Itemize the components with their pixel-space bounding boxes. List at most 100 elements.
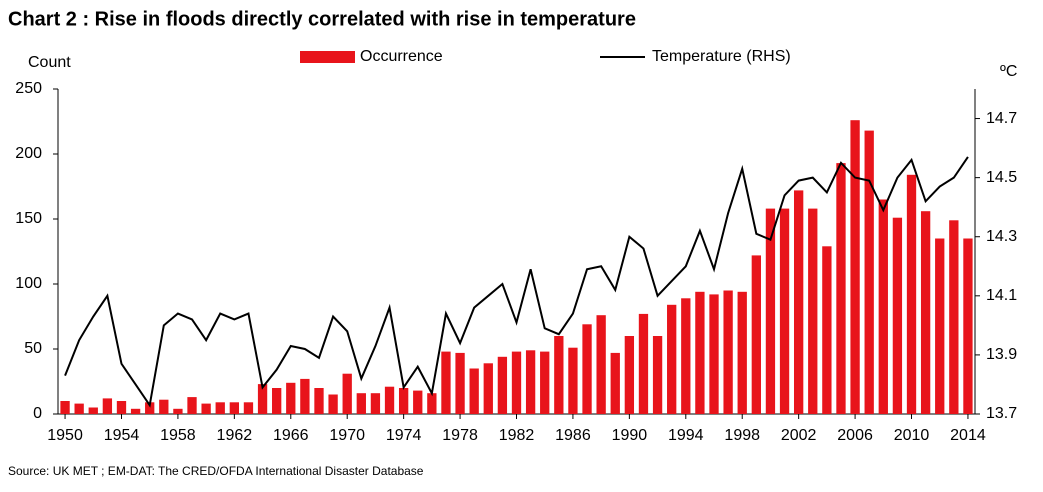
x-tick-label: 2002 bbox=[781, 427, 817, 444]
bar bbox=[540, 351, 550, 414]
bar bbox=[413, 390, 423, 414]
bar bbox=[878, 199, 888, 414]
bar bbox=[384, 386, 395, 414]
bar bbox=[342, 373, 352, 414]
y2-tick-label: 14.1 bbox=[986, 287, 1017, 304]
y-tick-label: 100 bbox=[15, 275, 42, 292]
y2-tick-label: 13.9 bbox=[986, 346, 1017, 363]
bar bbox=[582, 324, 592, 414]
bar bbox=[314, 388, 324, 414]
bar bbox=[681, 298, 691, 414]
y2-tick-label: 14.7 bbox=[986, 110, 1017, 127]
bar bbox=[370, 393, 381, 414]
bar bbox=[300, 378, 310, 414]
bar bbox=[525, 350, 536, 414]
bar bbox=[638, 313, 649, 414]
bar bbox=[822, 246, 832, 414]
bar bbox=[102, 398, 113, 414]
bar bbox=[652, 336, 663, 414]
x-tick-label: 1982 bbox=[499, 427, 535, 444]
bar bbox=[949, 220, 959, 414]
bar bbox=[356, 393, 366, 414]
x-tick-label: 2006 bbox=[837, 427, 873, 444]
bar bbox=[441, 351, 451, 414]
y2-tick-label: 13.7 bbox=[986, 405, 1017, 422]
bar bbox=[920, 211, 931, 414]
x-tick-label: 1950 bbox=[47, 427, 83, 444]
bar bbox=[60, 401, 70, 414]
y2-tick-label: 14.3 bbox=[986, 228, 1017, 245]
bar bbox=[159, 399, 169, 414]
bar bbox=[737, 291, 747, 414]
x-tick-label: 1966 bbox=[273, 427, 309, 444]
line bbox=[64, 156, 969, 408]
y-tick-label: 150 bbox=[15, 210, 42, 227]
x-tick-label: 1994 bbox=[668, 427, 704, 444]
source-note: Source: UK MET ; EM-DAT: The CRED/OFDA I… bbox=[8, 464, 424, 478]
legend-label: Occurrence bbox=[360, 48, 443, 65]
bar bbox=[850, 120, 860, 414]
chart-title: Chart 2 : Rise in floods directly correl… bbox=[8, 8, 636, 30]
bar bbox=[328, 394, 338, 414]
bar bbox=[88, 407, 98, 414]
bar bbox=[229, 402, 240, 414]
bar bbox=[130, 408, 141, 414]
bar bbox=[286, 382, 296, 414]
bar bbox=[765, 208, 776, 414]
y-tick-label: 250 bbox=[15, 80, 42, 97]
y2-axis-label: ºC bbox=[1000, 63, 1017, 80]
bar bbox=[116, 401, 127, 414]
bar bbox=[187, 397, 197, 414]
bar bbox=[596, 315, 606, 414]
y2-tick-label: 14.5 bbox=[986, 169, 1017, 186]
bar bbox=[723, 290, 733, 414]
y-axis-label: Count bbox=[28, 54, 71, 71]
bar bbox=[864, 130, 874, 414]
x-tick-label: 2014 bbox=[950, 427, 986, 444]
bar bbox=[272, 388, 282, 414]
bar bbox=[554, 336, 564, 414]
bar bbox=[709, 294, 719, 414]
bar bbox=[427, 393, 437, 414]
y-tick-label: 200 bbox=[15, 145, 42, 162]
x-tick-label: 1962 bbox=[217, 427, 253, 444]
bar bbox=[74, 403, 84, 414]
x-tick-label: 1978 bbox=[442, 427, 478, 444]
y-tick-label: 0 bbox=[33, 405, 42, 422]
x-tick-label: 1958 bbox=[160, 427, 196, 444]
bar bbox=[398, 388, 409, 414]
bar bbox=[624, 336, 635, 414]
bar bbox=[667, 304, 677, 414]
bar bbox=[455, 352, 465, 414]
bar bbox=[751, 255, 761, 414]
bar bbox=[497, 356, 508, 414]
bar bbox=[215, 402, 225, 414]
bar bbox=[963, 238, 973, 414]
bar bbox=[695, 291, 705, 414]
x-tick-label: 1974 bbox=[386, 427, 422, 444]
legend-label: Temperature (RHS) bbox=[652, 48, 791, 65]
x-tick-label: 1998 bbox=[724, 427, 760, 444]
bar bbox=[469, 368, 479, 414]
bar bbox=[243, 402, 254, 414]
bar bbox=[892, 217, 903, 414]
bar bbox=[257, 384, 268, 414]
bar bbox=[173, 408, 183, 414]
bar bbox=[145, 402, 155, 414]
x-tick-label: 1970 bbox=[329, 427, 365, 444]
x-tick-label: 1986 bbox=[555, 427, 591, 444]
x-tick-label: 1954 bbox=[104, 427, 140, 444]
bar bbox=[483, 363, 493, 414]
bar bbox=[568, 347, 578, 414]
bar bbox=[836, 163, 846, 414]
bar bbox=[793, 190, 804, 414]
bar bbox=[808, 208, 818, 414]
bar bbox=[511, 351, 522, 414]
y-tick-label: 50 bbox=[24, 340, 42, 357]
bar bbox=[201, 403, 211, 414]
bar bbox=[610, 352, 620, 414]
legend-swatch bbox=[300, 51, 355, 63]
x-tick-label: 1990 bbox=[612, 427, 648, 444]
bar bbox=[779, 208, 790, 414]
